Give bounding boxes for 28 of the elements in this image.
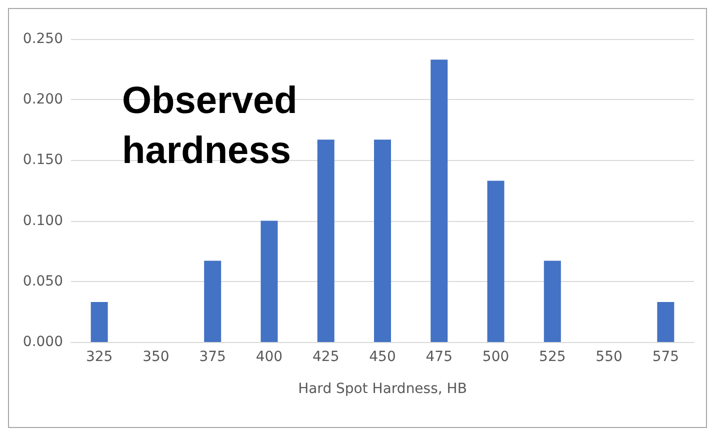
bar: [317, 140, 334, 342]
x-tick-label: 500: [482, 349, 510, 365]
text: Observed hardness: [122, 80, 308, 172]
bar: [657, 302, 674, 342]
x-tick-label: 375: [199, 349, 226, 365]
bar: [204, 260, 222, 342]
bar: [487, 180, 504, 342]
y-tick-label: 0.100: [22, 212, 63, 229]
y-tick-label: 0.000: [22, 334, 63, 350]
x-tick-label: 550: [596, 349, 622, 365]
y-tick-label: 0.250: [22, 31, 63, 47]
x-tick-label: 575: [652, 349, 680, 365]
bar: [430, 60, 448, 342]
x-tick-label: 475: [426, 349, 453, 365]
bar: [544, 260, 561, 342]
x-tick-label: 525: [539, 349, 566, 365]
y-tick-label: 0.150: [22, 152, 63, 168]
x-tick-label: 450: [369, 349, 396, 365]
x-tick-label: 350: [142, 349, 170, 365]
x-tick-label: 325: [86, 349, 113, 365]
bar: [374, 140, 391, 342]
y-tick-label: 0.200: [22, 92, 63, 108]
y-tick-label: 0.050: [22, 273, 63, 290]
x-tick-label: 425: [312, 349, 340, 365]
bar: [260, 220, 278, 342]
bar: [90, 302, 108, 342]
x-axis-title: Hard Spot Hardness, HB: [298, 381, 467, 397]
x-tick-label: 400: [256, 349, 283, 365]
